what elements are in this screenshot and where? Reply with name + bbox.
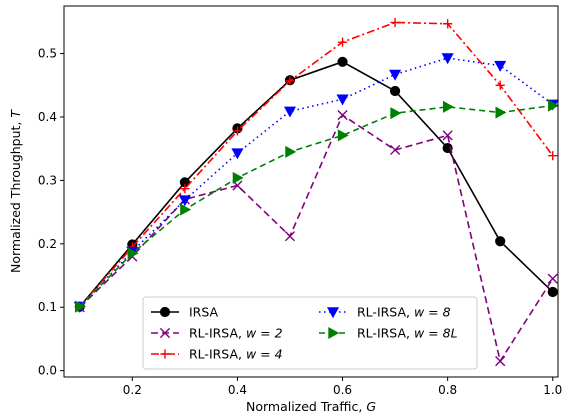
data-point bbox=[548, 99, 559, 112]
data-point bbox=[232, 171, 244, 184]
data-point bbox=[389, 69, 402, 81]
data-point bbox=[178, 195, 191, 207]
y-tick-label: 0.1 bbox=[38, 300, 57, 314]
legend-box bbox=[142, 296, 478, 370]
series-rl-irsa-w-8 bbox=[73, 53, 559, 313]
data-point bbox=[337, 56, 348, 67]
plot-area bbox=[73, 17, 559, 367]
legend-item: RL-IRSA, w = 2 bbox=[151, 326, 283, 341]
data-point bbox=[328, 326, 340, 340]
series-rl-irsa-w-4 bbox=[75, 17, 558, 312]
legend-item: IRSA bbox=[151, 305, 219, 320]
data-point bbox=[180, 203, 192, 216]
x-tick-label: 1.0 bbox=[543, 383, 562, 397]
plot-frame bbox=[63, 5, 559, 378]
data-point bbox=[548, 151, 558, 161]
y-tick-label: 0.3 bbox=[38, 173, 57, 187]
legend-item: RL-IRSA, w = 4 bbox=[151, 347, 283, 362]
series-irsa bbox=[74, 56, 558, 312]
x-tick-label: 0.8 bbox=[438, 383, 457, 397]
legend-label: RL-IRSA, w = 4 bbox=[189, 347, 283, 362]
legend-label: IRSA bbox=[189, 305, 219, 320]
data-point bbox=[231, 148, 244, 160]
data-point bbox=[495, 356, 506, 367]
legend-label: RL-IRSA, w = 2 bbox=[189, 326, 283, 341]
data-point bbox=[442, 100, 454, 113]
data-point bbox=[285, 145, 297, 158]
series-line bbox=[79, 104, 553, 308]
data-point bbox=[160, 349, 170, 359]
data-point bbox=[389, 85, 401, 97]
x-tick-label: 0.2 bbox=[123, 383, 142, 397]
data-point bbox=[547, 286, 558, 298]
legend-label: RL-IRSA, w = 8 bbox=[357, 305, 451, 320]
y-tick-label: 0.0 bbox=[38, 364, 57, 378]
y-axis: 0.0 0.1 0.2 0.3 0.4 0.5 bbox=[38, 47, 64, 378]
legend-label: RL-IRSA, w = 8L bbox=[357, 326, 458, 341]
data-point bbox=[159, 327, 171, 339]
data-point bbox=[336, 94, 349, 106]
data-point bbox=[443, 19, 453, 29]
data-point bbox=[75, 300, 86, 313]
x-tick-label: 0.6 bbox=[333, 383, 352, 397]
series-line bbox=[79, 57, 554, 308]
data-point bbox=[159, 306, 171, 318]
series-line bbox=[79, 21, 554, 308]
data-point bbox=[442, 130, 453, 141]
legend-item: RL-IRSA, w = 8 bbox=[319, 305, 451, 320]
data-point bbox=[442, 142, 453, 154]
x-tick-label: 0.4 bbox=[228, 383, 247, 397]
data-point bbox=[326, 307, 340, 319]
data-point bbox=[232, 126, 243, 136]
y-tick-label: 0.5 bbox=[38, 47, 57, 61]
series-line bbox=[79, 113, 554, 364]
data-point bbox=[285, 76, 295, 86]
legend: IRSA RL-IRSA, w = 2 RL-IRSA, w = 4 RL-IRSA,… bbox=[142, 296, 478, 370]
data-point bbox=[441, 53, 454, 65]
data-point bbox=[495, 80, 505, 90]
series-rl-irsa-w-8l bbox=[75, 99, 559, 313]
data-point bbox=[283, 106, 297, 118]
data-point bbox=[547, 273, 558, 284]
data-point bbox=[180, 184, 190, 194]
data-point bbox=[495, 236, 506, 247]
data-point bbox=[494, 60, 507, 72]
x-axis-label: Normalized Traffic, G bbox=[246, 399, 376, 414]
y-axis-label: Normalized Throughput, T bbox=[8, 109, 23, 273]
data-point bbox=[337, 109, 348, 121]
data-point bbox=[337, 129, 349, 142]
legend-item: RL-IRSA, w = 8L bbox=[319, 326, 458, 341]
data-point bbox=[284, 231, 296, 242]
series-line bbox=[79, 60, 554, 308]
data-point bbox=[127, 247, 139, 260]
data-point bbox=[390, 17, 400, 28]
x-axis: 0.2 0.4 0.6 0.8 1.0 bbox=[123, 377, 562, 397]
data-point bbox=[389, 144, 401, 156]
data-point bbox=[337, 37, 348, 47]
y-tick-label: 0.2 bbox=[38, 237, 57, 251]
data-point bbox=[390, 107, 402, 120]
data-point bbox=[495, 106, 507, 119]
y-tick-label: 0.4 bbox=[38, 110, 57, 124]
